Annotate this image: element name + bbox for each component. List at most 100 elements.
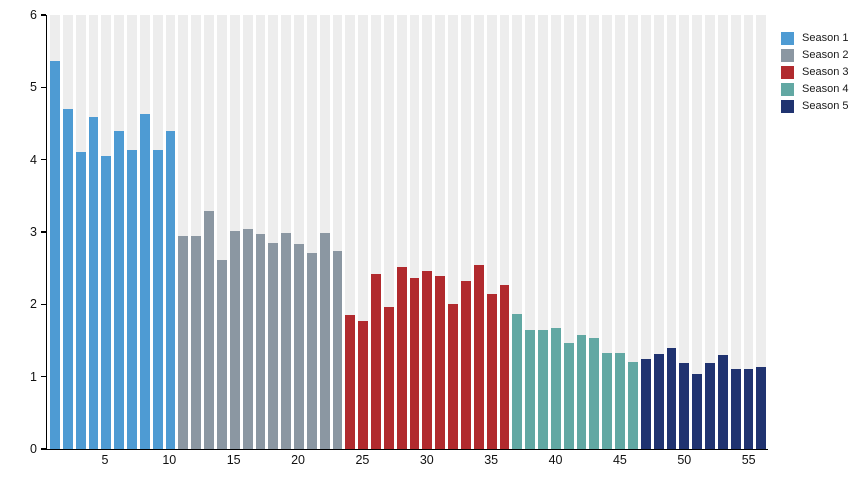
background-band [692,15,703,449]
episode-slot [409,15,420,449]
background-band [409,15,420,449]
episode-slot [152,15,163,449]
bars [47,15,768,449]
bar-season-2-ep-11 [178,235,189,449]
background-band [525,15,536,449]
bar-season-4-ep-45 [615,352,625,449]
episode-slot [62,15,73,449]
episode-slot [730,15,741,449]
bar-season-3-ep-26 [371,273,381,449]
episode-slot [396,15,407,449]
episode-slot [139,15,150,449]
background-band [396,15,407,449]
episode-slot [435,15,446,449]
episode-slot [371,15,381,449]
episode-slot [191,15,202,449]
background-band [191,15,202,449]
bar-season-1-ep-10 [165,130,176,449]
bar-season-3-ep-35 [486,294,497,449]
episode-slot [75,15,86,449]
bar-season-3-ep-29 [409,278,420,449]
episode-slot [473,15,484,449]
background-band [448,15,458,449]
bar-season-5-ep-53 [717,354,728,449]
bar-season-3-ep-28 [396,266,407,449]
y-axis-tick-label: 5 [30,80,37,95]
bar-season-5-ep-47 [640,359,651,449]
background-band [717,15,728,449]
legend-swatch [781,66,794,79]
x-axis-tick-label: 45 [612,453,627,467]
bar-season-4-ep-46 [627,362,638,449]
background-band [576,15,587,449]
episode-slot [216,15,227,449]
bar-season-1-ep-7 [127,150,137,449]
bar-season-1-ep-6 [114,131,125,449]
episode-slot [692,15,703,449]
background-band [383,15,394,449]
background-band [640,15,651,449]
y-axis-tick-label: 1 [30,369,37,384]
bar-season-3-ep-30 [422,271,433,449]
legend-swatch [781,83,794,96]
episode-slot [281,15,292,449]
background-band [589,15,600,449]
background-band [371,15,381,449]
episode-slot [461,15,471,449]
background-band [743,15,754,449]
legend-item-label: Season 1 [802,32,849,44]
episode-slot [576,15,587,449]
bar-season-4-ep-38 [525,329,536,449]
episode-slot [294,15,304,449]
background-band [345,15,356,449]
episode-slot [50,15,60,449]
background-band [332,15,343,449]
background-band [422,15,433,449]
y-axis-tick-mark [40,158,46,161]
bar-season-1-ep-4 [88,117,99,449]
episode-slot [743,15,754,449]
episode-slot [165,15,176,449]
bar-season-2-ep-23 [332,250,343,449]
bar-season-3-ep-27 [383,307,394,449]
episode-slot [640,15,651,449]
bar-season-4-ep-37 [512,313,523,449]
x-axis-tick-label: 50 [677,453,692,467]
episode-slot [602,15,613,449]
background-band [550,15,561,449]
legend-item-label: Season 3 [802,66,849,78]
bar-season-1-ep-3 [75,152,86,449]
bar-season-2-ep-17 [255,234,266,449]
bar-season-3-ep-36 [499,284,510,449]
bar-season-2-ep-16 [242,229,253,449]
episode-slot [88,15,99,449]
bar-season-2-ep-18 [268,242,279,449]
bar-season-1-ep-5 [101,156,112,449]
episode-slot [653,15,664,449]
y-axis-tick-label: 3 [30,224,37,239]
plot-area: 0 1 2 3 4 5 6 5 10 15 20 25 30 35 40 45 50 55 [30,9,768,466]
background-band [499,15,510,449]
legend-swatch [781,32,794,45]
x-axis-tick-label: 35 [484,453,499,467]
background-band [319,15,330,449]
bar-season-5-ep-50 [679,362,690,449]
background-band [268,15,279,449]
bar-season-5-ep-48 [653,354,664,449]
y-axis-tick-mark [40,448,46,450]
bar-season-1-ep-8 [139,114,150,449]
bar-season-4-ep-40 [550,328,561,449]
bar-season-4-ep-44 [602,352,613,449]
episode-slot [589,15,600,449]
y-axis-tick-mark [40,303,46,306]
episode-slot [229,15,240,449]
episode-slot [358,15,369,449]
bar-season-1-ep-1 [50,60,60,449]
episode-slot [306,15,317,449]
episode-slot [242,15,253,449]
background-band [730,15,741,449]
episode-slot [717,15,728,449]
background-band [705,15,715,449]
bar-season-2-ep-21 [306,252,317,449]
bar-season-3-ep-32 [448,304,458,449]
